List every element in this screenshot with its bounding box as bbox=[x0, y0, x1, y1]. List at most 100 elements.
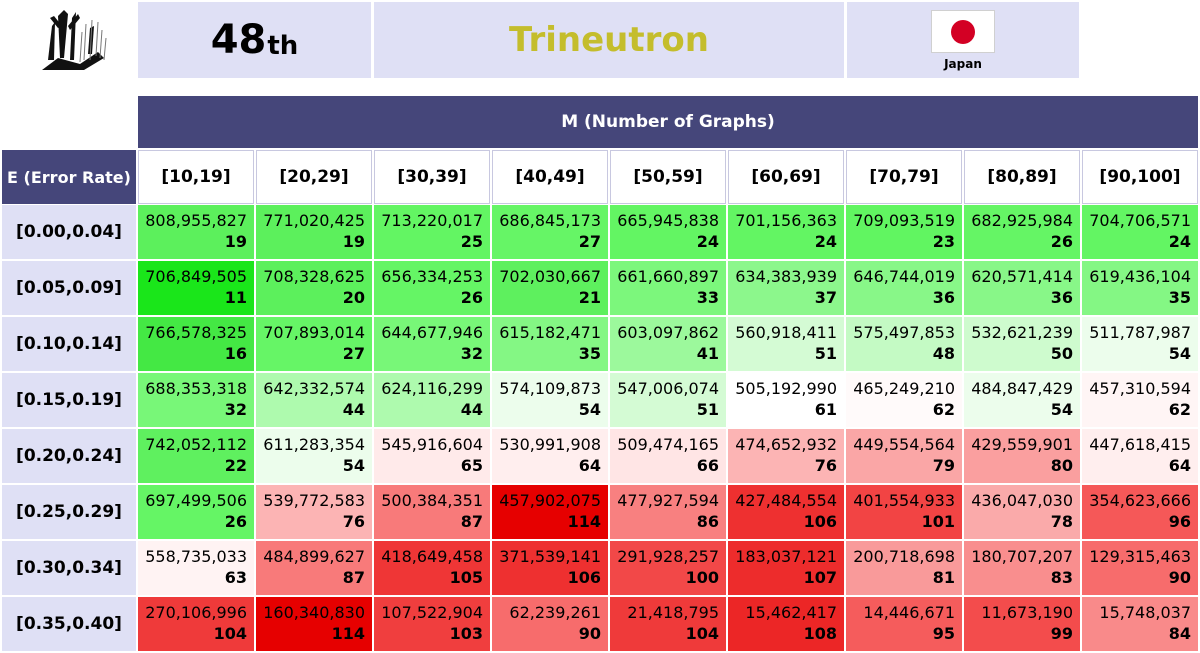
cell-rank: 36 bbox=[1050, 288, 1073, 307]
cell-rank: 78 bbox=[1050, 512, 1073, 531]
score-cell: 603,097,862 41 bbox=[610, 317, 728, 373]
score-cell: 371,539,141 106 bbox=[492, 541, 610, 597]
score-cell: 457,310,594 62 bbox=[1082, 373, 1200, 429]
cell-score: 560,918,411 bbox=[735, 323, 837, 342]
score-cell: 708,328,625 20 bbox=[256, 261, 374, 317]
cell-rank: 21 bbox=[578, 288, 601, 307]
cell-score: 465,249,210 bbox=[853, 379, 955, 398]
cell-score: 447,618,415 bbox=[1089, 435, 1191, 454]
cell-score: 14,446,671 bbox=[863, 603, 955, 622]
score-cell: 62,239,261 90 bbox=[492, 597, 610, 653]
row-header: [0.15,0.19] bbox=[2, 373, 136, 427]
cell-rank: 87 bbox=[342, 568, 365, 587]
score-cell: 484,899,627 87 bbox=[256, 541, 374, 597]
score-cell: 418,649,458 105 bbox=[374, 541, 492, 597]
score-cell: 620,571,414 36 bbox=[964, 261, 1082, 317]
cell-rank: 104 bbox=[685, 624, 719, 643]
score-cell: 401,554,933 101 bbox=[846, 485, 964, 541]
cell-rank: 86 bbox=[696, 512, 719, 531]
cell-score: 704,706,571 bbox=[1089, 211, 1191, 230]
cell-score: 742,052,112 bbox=[145, 435, 247, 454]
row-header: [0.05,0.09] bbox=[2, 261, 136, 315]
cell-score: 129,315,463 bbox=[1089, 547, 1191, 566]
score-cell: 465,249,210 62 bbox=[846, 373, 964, 429]
cell-score: 697,499,506 bbox=[145, 491, 247, 510]
cell-rank: 22 bbox=[224, 456, 247, 475]
cell-score: 270,106,996 bbox=[145, 603, 247, 622]
cell-rank: 33 bbox=[696, 288, 719, 307]
cell-score: 766,578,325 bbox=[145, 323, 247, 342]
cell-score: 180,707,207 bbox=[971, 547, 1073, 566]
cell-score: 477,927,594 bbox=[617, 491, 719, 510]
cell-rank: 16 bbox=[224, 344, 247, 363]
rank-number: 48 bbox=[210, 17, 267, 63]
cell-score: 808,955,827 bbox=[145, 211, 247, 230]
cell-score: 539,772,583 bbox=[263, 491, 365, 510]
cell-rank: 44 bbox=[460, 400, 483, 419]
cell-score: 713,220,017 bbox=[381, 211, 483, 230]
cell-rank: 108 bbox=[803, 624, 837, 643]
score-cell: 611,283,354 54 bbox=[256, 429, 374, 485]
column-header: [70,79] bbox=[846, 150, 962, 204]
cell-rank: 24 bbox=[1168, 232, 1191, 251]
score-cell: 619,436,104 35 bbox=[1082, 261, 1200, 317]
cell-rank: 79 bbox=[932, 456, 955, 475]
column-header: [30,39] bbox=[374, 150, 490, 204]
row-header: [0.10,0.14] bbox=[2, 317, 136, 371]
cell-score: 107,522,904 bbox=[381, 603, 483, 622]
cell-rank: 24 bbox=[696, 232, 719, 251]
cell-rank: 76 bbox=[342, 512, 365, 531]
score-cell: 532,621,239 50 bbox=[964, 317, 1082, 373]
cell-score: 530,991,908 bbox=[499, 435, 601, 454]
cell-rank: 66 bbox=[696, 456, 719, 475]
cell-score: 457,902,075 bbox=[499, 491, 601, 510]
score-cell: 688,353,318 32 bbox=[138, 373, 256, 429]
cell-score: 708,328,625 bbox=[263, 267, 365, 286]
cell-rank: 106 bbox=[567, 568, 601, 587]
score-cell: 509,474,165 66 bbox=[610, 429, 728, 485]
score-cell: 484,847,429 54 bbox=[964, 373, 1082, 429]
score-cell: 449,554,564 79 bbox=[846, 429, 964, 485]
cell-rank: 95 bbox=[932, 624, 955, 643]
cell-rank: 80 bbox=[1050, 456, 1073, 475]
score-cell: 547,006,074 51 bbox=[610, 373, 728, 429]
score-cell: 656,334,253 26 bbox=[374, 261, 492, 317]
score-cell: 707,893,014 27 bbox=[256, 317, 374, 373]
cell-rank: 64 bbox=[1168, 456, 1191, 475]
score-cell: 180,707,207 83 bbox=[964, 541, 1082, 597]
cell-score: 509,474,165 bbox=[617, 435, 719, 454]
cell-score: 183,037,121 bbox=[735, 547, 837, 566]
score-cell: 575,497,853 48 bbox=[846, 317, 964, 373]
cell-score: 619,436,104 bbox=[1089, 267, 1191, 286]
score-cell: 11,673,190 99 bbox=[964, 597, 1082, 653]
score-cell: 129,315,463 90 bbox=[1082, 541, 1200, 597]
score-cell: 429,559,901 80 bbox=[964, 429, 1082, 485]
cell-score: 771,020,425 bbox=[263, 211, 365, 230]
cell-score: 665,945,838 bbox=[617, 211, 719, 230]
cell-rank: 84 bbox=[1168, 624, 1191, 643]
score-cell: 808,955,827 19 bbox=[138, 205, 256, 261]
cell-rank: 11 bbox=[224, 288, 247, 307]
cell-rank: 25 bbox=[460, 232, 483, 251]
cell-rank: 106 bbox=[803, 512, 837, 531]
cell-rank: 61 bbox=[814, 400, 837, 419]
score-cell: 665,945,838 24 bbox=[610, 205, 728, 261]
cell-score: 401,554,933 bbox=[853, 491, 955, 510]
cell-score: 457,310,594 bbox=[1089, 379, 1191, 398]
cell-rank: 19 bbox=[342, 232, 365, 251]
cell-score: 11,673,190 bbox=[981, 603, 1073, 622]
score-cell: 661,660,897 33 bbox=[610, 261, 728, 317]
score-cell: 436,047,030 78 bbox=[964, 485, 1082, 541]
cell-rank: 99 bbox=[1050, 624, 1073, 643]
score-cell: 291,928,257 100 bbox=[610, 541, 728, 597]
row-header: [0.30,0.34] bbox=[2, 541, 136, 595]
cell-score: 688,353,318 bbox=[145, 379, 247, 398]
score-cell: 200,718,698 81 bbox=[846, 541, 964, 597]
score-cell: 704,706,571 24 bbox=[1082, 205, 1200, 261]
cell-rank: 54 bbox=[578, 400, 601, 419]
cell-rank: 37 bbox=[814, 288, 837, 307]
cell-score: 547,006,074 bbox=[617, 379, 719, 398]
score-cell: 21,418,795 104 bbox=[610, 597, 728, 653]
cell-score: 160,340,830 bbox=[263, 603, 365, 622]
cell-score: 532,621,239 bbox=[971, 323, 1073, 342]
